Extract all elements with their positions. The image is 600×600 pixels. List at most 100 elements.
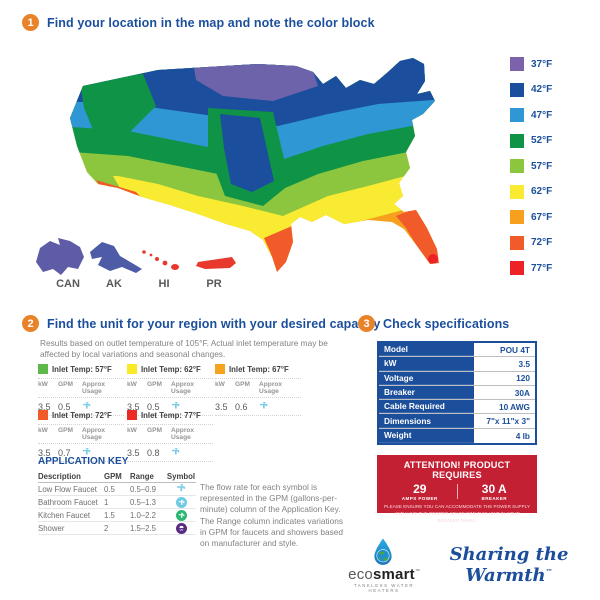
legend-swatch-37f: [510, 57, 524, 71]
inlet-swatch-62f: [127, 364, 137, 374]
ecosmart-drop-logo: [374, 538, 392, 565]
specifications-table: Model POU 4T kW 3.5 Voltage 120 Breaker 30A …: [377, 341, 537, 446]
inset-label-can: CAN: [56, 278, 80, 290]
spec-label: Cable Required: [379, 400, 474, 414]
inlet-table-67f: Inlet Temp: 67°F kW GPM Approx Usage 3.5 0.…: [215, 364, 301, 416]
legend-item-62f: 62°F: [510, 184, 552, 199]
legend-swatch-72f: [510, 235, 524, 250]
inlet-table-77f: Inlet Temp: 77°F kW GPM Approx Usage 3.5 0.…: [127, 410, 213, 462]
faucet-icon: [82, 448, 91, 455]
spec-value: 120: [516, 373, 530, 384]
gpm-value: 0.8: [147, 447, 160, 458]
spec-row-weight: Weight 4 lb: [379, 428, 535, 444]
spec-row-kw: kW 3.5: [379, 357, 535, 372]
breaker-block: 30 A BREAKER: [458, 482, 532, 501]
spec-label: Weight: [379, 428, 474, 444]
amps-power-block: 29 AMPS POWER: [383, 482, 457, 501]
slogan-text: Sharing the Warmth™: [428, 544, 590, 586]
application-key-header-row: Description GPM Range Symbol: [38, 470, 196, 483]
inset-label-hi: HI: [158, 278, 170, 290]
col-usage: Approx Usage: [82, 381, 106, 395]
inlet-swatch-72f: [38, 410, 48, 420]
logo-eco-text: eco: [348, 566, 373, 583]
inlet-swatch-67f: [215, 364, 225, 374]
col-description: Description: [38, 471, 81, 481]
col-kw: kW: [127, 381, 137, 388]
spec-label: Dimensions: [379, 414, 474, 428]
row-range: 1.0–2.2: [130, 510, 157, 520]
legend-item-67f: 67°F: [510, 210, 552, 224]
legend-item-52f: 52°F: [510, 133, 553, 148]
slogan-trademark: ™: [545, 567, 553, 576]
slogan-script: Sharing the Warmth: [449, 544, 569, 586]
spec-value: 4 lb: [515, 430, 530, 441]
col-kw: kW: [38, 427, 48, 434]
legend-label: 52°F: [531, 135, 553, 146]
kw-value: 3.5: [127, 447, 140, 458]
amps-label: AMPS POWER: [401, 496, 438, 501]
spec-value: 10 AWG: [498, 401, 530, 412]
legend-item-42f: 42°F: [510, 82, 552, 97]
gpm-value: 0.6: [235, 401, 248, 412]
gpm-value: 0.7: [58, 447, 71, 458]
col-usage: Approx Usage: [259, 381, 283, 395]
canada-inset-shape: [36, 238, 84, 275]
spec-row-voltage: Voltage 120: [379, 371, 535, 386]
inlet-swatch-77f: [127, 410, 137, 420]
inset-label-ak: AK: [106, 278, 122, 290]
col-usage: Approx Usage: [82, 427, 106, 441]
spec-value: POU 4T: [500, 344, 530, 355]
step2-title: Find the unit for your region with your …: [47, 316, 381, 331]
legend-label: 57°F: [531, 160, 553, 172]
alaska-inset-shape: [90, 242, 142, 273]
attention-divider: [456, 484, 458, 499]
legend-swatch-42f: [510, 82, 524, 97]
col-kw: kW: [127, 427, 137, 434]
row-description: Bathroom Faucet: [38, 497, 98, 507]
legend-swatch-57f: [510, 159, 524, 173]
legend-label: 47°F: [531, 109, 553, 121]
faucet-icon: [259, 402, 268, 409]
temperature-legend: 37°F 42°F 47°F 52°F 57°F 62°F 67°F 72°F …: [510, 57, 552, 275]
step1-number-badge: 1: [22, 14, 39, 31]
kw-value: 3.5: [38, 401, 51, 412]
col-range: Range: [130, 471, 154, 481]
legend-swatch-62f: [510, 184, 524, 199]
inlet-temp-label: Inlet Temp: 57°F: [52, 364, 112, 374]
col-usage: Approx Usage: [171, 381, 195, 395]
puerto-rico-inset-shape: [196, 257, 236, 269]
row-description: Shower: [38, 523, 65, 533]
spec-label: Voltage: [379, 371, 474, 385]
spec-value: 7"x 11"x 3": [486, 416, 530, 427]
application-key-row-bathroom: Bathroom Faucet 1 0.5–1.3: [38, 496, 196, 509]
low-flow-faucet-icon: [177, 484, 186, 492]
spec-value: 3.5: [518, 358, 530, 369]
col-gpm: GPM: [147, 381, 163, 388]
breaker-value: 30 A: [481, 482, 507, 496]
col-gpm: GPM: [58, 381, 74, 388]
step3-title: Check specifications: [383, 316, 510, 331]
row-range: 1.5–2.5: [130, 523, 157, 533]
legend-swatch-67f: [510, 210, 524, 224]
inlet-temp-label: Inlet Temp: 67°F: [229, 364, 289, 374]
logo-tagline: TANKLESS WATER HEATERS: [353, 583, 415, 593]
col-symbol: Symbol: [166, 471, 196, 481]
spec-label: Breaker: [379, 385, 474, 400]
inlet-temp-label: Inlet Temp: 72°F: [52, 410, 112, 420]
kw-value: 3.5: [38, 447, 51, 458]
row-description: Low Flow Faucet: [38, 484, 97, 494]
spec-label: Model: [379, 343, 474, 357]
step2-header: 2 Find the unit for your region with you…: [22, 315, 380, 332]
row-description: Kitchen Faucet: [38, 510, 91, 520]
kw-value: 3.5: [215, 401, 228, 412]
col-kw: kW: [38, 381, 48, 388]
spec-label: kW: [379, 357, 474, 371]
application-key-title: APPLICATION KEY: [38, 456, 129, 467]
step2-note: Results based on outlet temperature of 1…: [40, 338, 328, 360]
hawaii-inset-shape: [142, 250, 179, 270]
application-key-table: Description GPM Range Symbol Low Flow Fa…: [38, 470, 196, 535]
col-gpm: GPM: [147, 427, 163, 434]
gpm-value: 0.5: [58, 401, 71, 412]
step2-number-badge: 2: [22, 315, 39, 332]
